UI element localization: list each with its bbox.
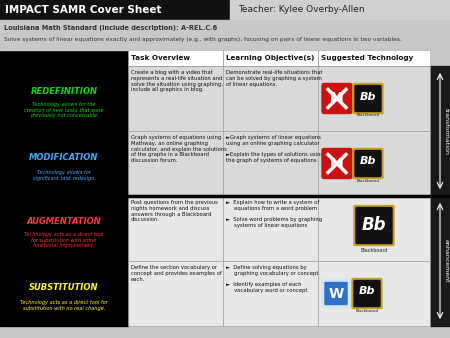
- Text: Blackboard: Blackboard: [360, 248, 388, 253]
- FancyBboxPatch shape: [325, 283, 347, 305]
- Text: SUBSTITUTION: SUBSTITUTION: [29, 283, 99, 291]
- FancyBboxPatch shape: [355, 150, 381, 176]
- Text: Blackboard: Blackboard: [356, 114, 379, 118]
- FancyBboxPatch shape: [355, 86, 381, 112]
- Text: Louisiana Math Standard (include description): A-REL.C.6: Louisiana Math Standard (include descrip…: [4, 25, 217, 31]
- Bar: [128, 66, 223, 131]
- Bar: [230, 0, 450, 20]
- Text: Create a blog with a video that
represents a real-life situation and
solve the s: Create a blog with a video that represen…: [131, 70, 223, 92]
- Text: Bb: Bb: [359, 287, 375, 296]
- FancyBboxPatch shape: [356, 208, 392, 243]
- Text: M: M: [330, 92, 344, 105]
- Text: Demonstrate real-life situations that
can be solved by graphing a system
of line: Demonstrate real-life situations that ca…: [226, 70, 323, 87]
- Bar: [430, 196, 450, 326]
- Bar: [318, 196, 430, 261]
- Bar: [223, 196, 318, 261]
- Bar: [0, 50, 128, 326]
- Text: transformation: transformation: [444, 107, 449, 154]
- Bar: [0, 20, 450, 50]
- FancyBboxPatch shape: [322, 280, 350, 308]
- Bar: [223, 261, 318, 326]
- Text: Learning Objective(s): Learning Objective(s): [226, 55, 315, 61]
- Text: Bb: Bb: [360, 156, 376, 167]
- Text: Task Overview: Task Overview: [131, 55, 190, 61]
- Text: REDEFINITION: REDEFINITION: [31, 88, 98, 97]
- FancyBboxPatch shape: [322, 83, 352, 114]
- Text: MODIFICATION: MODIFICATION: [29, 152, 99, 162]
- Text: Suggested Technology: Suggested Technology: [321, 55, 414, 61]
- Text: Technology acts as a direct tool for
substitution with no real change.: Technology acts as a direct tool for sub…: [20, 300, 108, 311]
- FancyBboxPatch shape: [354, 206, 394, 245]
- Text: M: M: [330, 156, 344, 170]
- Text: Solve systems of linear equations exactly and approximately (e.g., with graphs),: Solve systems of linear equations exactl…: [4, 37, 402, 42]
- Bar: [128, 196, 223, 261]
- Text: W: W: [328, 287, 344, 300]
- Bar: [128, 131, 223, 196]
- Text: Post questions from the previous
nights homework and discuss
answers through a B: Post questions from the previous nights …: [131, 200, 218, 222]
- Bar: [318, 66, 430, 131]
- Bar: [128, 50, 430, 66]
- Text: enhancement: enhancement: [444, 239, 449, 283]
- Text: Blackboard: Blackboard: [356, 309, 378, 313]
- Bar: [128, 261, 223, 326]
- Text: Graph systems of equations using
Mathway, an online graphing
calculator, and exp: Graph systems of equations using Mathway…: [131, 135, 227, 163]
- Bar: [318, 131, 430, 196]
- Bar: [0, 0, 230, 20]
- Text: Bb: Bb: [362, 217, 386, 235]
- Text: Teacher: Kylee Overby-Allen: Teacher: Kylee Overby-Allen: [238, 5, 364, 15]
- FancyBboxPatch shape: [354, 281, 380, 307]
- Text: ►Graph systems of linear equations
using an online graphing calculator

►Explain: ►Graph systems of linear equations using…: [226, 135, 324, 163]
- FancyBboxPatch shape: [352, 279, 382, 309]
- FancyBboxPatch shape: [353, 83, 383, 114]
- Text: ►  Define solving equations by
     graphing vocabulary or concept

►  Identify : ► Define solving equations by graphing v…: [226, 265, 319, 293]
- Text: Bb: Bb: [360, 92, 376, 101]
- FancyBboxPatch shape: [353, 148, 383, 178]
- Text: Blackboard: Blackboard: [356, 178, 379, 183]
- Bar: [223, 66, 318, 131]
- Bar: [318, 261, 430, 326]
- Text: Technology acts as a direct tool
for substitution with some
functional improveme: Technology acts as a direct tool for sub…: [24, 232, 104, 248]
- FancyBboxPatch shape: [322, 148, 352, 178]
- Bar: [223, 131, 318, 196]
- Text: Define the section vocabulary or
concept and provides examples of
each.: Define the section vocabulary or concept…: [131, 265, 222, 282]
- Text: Technology allows for
significant task redesign.: Technology allows for significant task r…: [32, 170, 95, 180]
- Bar: [430, 66, 450, 196]
- Text: ►  Explain how to write a system of
     equations from a word problem

►  Solve: ► Explain how to write a system of equat…: [226, 200, 322, 228]
- Text: IMPACT SAMR Cover Sheet: IMPACT SAMR Cover Sheet: [5, 5, 162, 15]
- Text: Technology allows for the
creation of new tasks that were
previously not conceiv: Technology allows for the creation of ne…: [24, 102, 104, 119]
- Text: AUGMENTATION: AUGMENTATION: [27, 217, 101, 226]
